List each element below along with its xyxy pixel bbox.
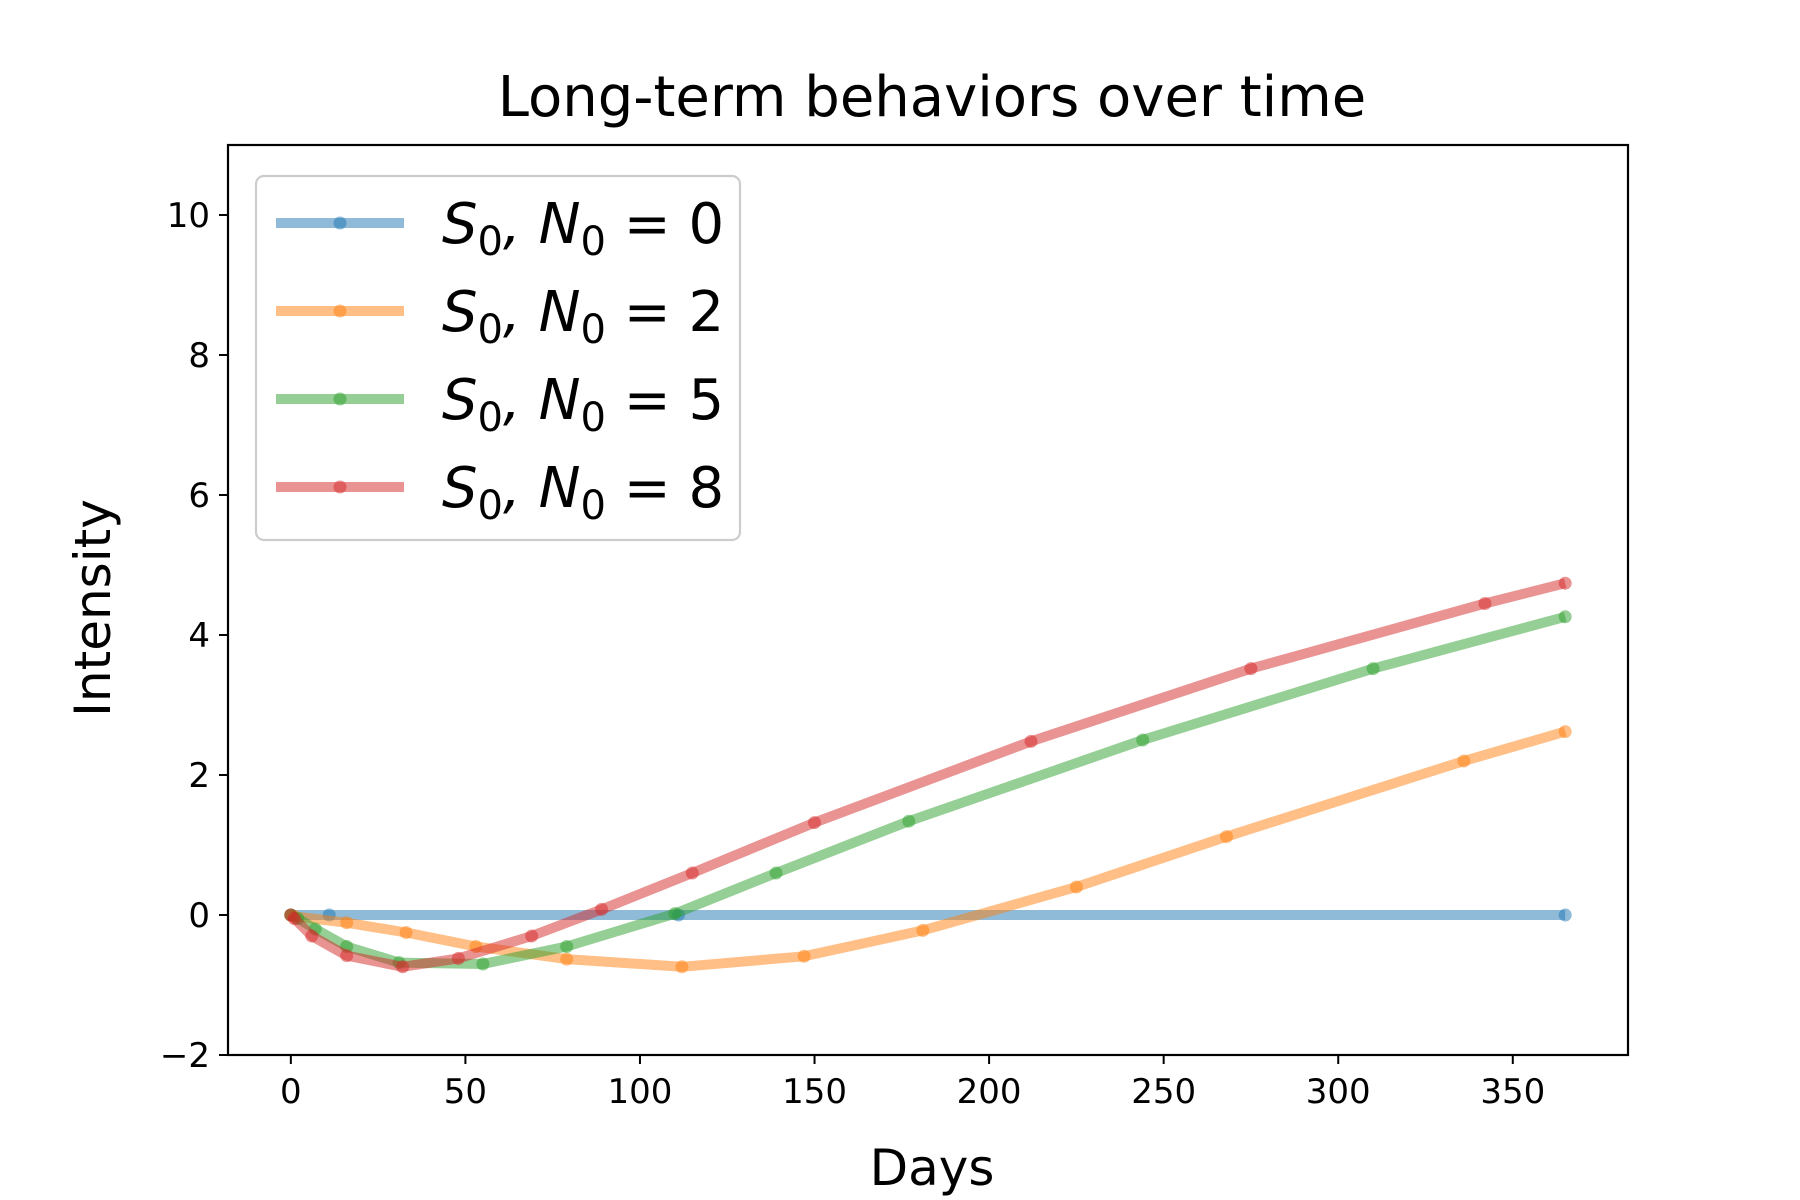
data-point-2-10	[1136, 733, 1150, 747]
x-tick-label-7: 350	[1480, 1072, 1545, 1112]
legend-label-part-1-2: , N	[503, 280, 581, 345]
data-point-2-11	[1366, 662, 1380, 676]
legend-entry-3: S0, N0 = 8	[276, 456, 724, 529]
data-point-3-6	[525, 929, 539, 943]
data-point-1-9	[1069, 880, 1083, 894]
y-tick-label-6: 10	[167, 196, 210, 236]
x-tick-label-5: 250	[1131, 1072, 1196, 1112]
legend-label-part-0-0: S	[442, 192, 478, 257]
data-point-2-5	[476, 957, 490, 971]
legend: S0, N0 = 0S0, N0 = 2S0, N0 = 5S0, N0 = 8	[254, 174, 742, 542]
legend-label-part-1-4: = 2	[606, 280, 724, 345]
legend-label-part-1-3: 0	[581, 307, 606, 353]
axes: 0 50 100 150 200 250 300 350 −2 0 2 4 6 8 10	[160, 143, 1630, 1112]
legend-label-part-1-1: 0	[478, 307, 503, 353]
legend-label-part-2-4: = 5	[606, 368, 724, 433]
plot-area	[284, 576, 1572, 974]
data-point-3-11	[1244, 662, 1258, 676]
data-point-0-3	[1558, 908, 1572, 922]
data-point-2-8	[769, 866, 783, 880]
data-point-1-10	[1220, 830, 1233, 844]
legend-entry-1: S0, N0 = 2	[276, 280, 724, 353]
legend-label-part-3-1: 0	[478, 483, 503, 529]
data-point-2-12	[1558, 610, 1572, 624]
x-axis-title: Days	[870, 1139, 995, 1197]
data-point-3-5	[451, 951, 465, 965]
legend-label-part-1-0: S	[442, 280, 478, 345]
y-tick-label-1: 0	[188, 896, 210, 936]
x-tick-label-4: 200	[957, 1072, 1022, 1112]
legend-label-3: S0, N0 = 8	[442, 456, 724, 529]
data-point-2-6	[560, 940, 574, 953]
legend-marker-2	[333, 392, 347, 406]
legend-label-part-0-4: = 0	[606, 192, 724, 257]
axes-frame	[226, 143, 1630, 1057]
legend-box	[254, 174, 742, 542]
y-tick-label-3: 4	[188, 616, 210, 656]
legend-marker-0	[333, 216, 347, 230]
chart-title: Long-term behaviors over time	[498, 65, 1367, 130]
data-point-3-12	[1478, 597, 1492, 610]
data-point-3-10	[1024, 734, 1038, 748]
legend-label-part-3-0: S	[442, 456, 478, 521]
data-point-1-11	[1457, 754, 1471, 768]
legend-label-part-2-2: , N	[503, 368, 581, 433]
data-point-1-7	[797, 949, 811, 963]
legend-label-1: S0, N0 = 2	[442, 280, 724, 353]
legend-label-part-2-3: 0	[581, 395, 606, 441]
legend-label-part-2-1: 0	[478, 395, 503, 441]
y-axis-title: Intensity	[64, 499, 122, 717]
data-point-3-13	[1558, 576, 1572, 590]
x-tick-label-3: 150	[782, 1072, 847, 1112]
data-point-3-4	[396, 960, 410, 974]
series-3	[284, 576, 1572, 974]
legend-label-part-0-1: 0	[478, 219, 503, 265]
data-point-1-6	[675, 960, 689, 974]
data-point-3-1	[287, 912, 301, 925]
legend-entry-2: S0, N0 = 5	[276, 368, 724, 441]
data-point-1-12	[1558, 725, 1572, 739]
series-line-3	[287, 578, 1567, 972]
y-tick-label-4: 6	[188, 476, 210, 516]
legend-label-part-3-3: 0	[581, 483, 606, 529]
data-point-3-7	[595, 902, 609, 916]
x-tick-label-2: 100	[608, 1072, 673, 1112]
legend-label-part-0-3: 0	[581, 219, 606, 265]
legend-label-part-0-2: , N	[503, 192, 581, 257]
data-point-1-3	[399, 926, 413, 939]
y-tick-label-5: 8	[188, 336, 210, 376]
legend-label-part-2-0: S	[442, 368, 478, 433]
x-tick-label-1: 50	[444, 1072, 487, 1112]
y-tick-label-0: −2	[160, 1036, 210, 1076]
data-point-3-3	[340, 949, 354, 963]
legend-label-part-3-4: = 8	[606, 456, 724, 521]
data-point-2-7	[668, 907, 682, 921]
legend-entry-0: S0, N0 = 0	[276, 192, 724, 265]
data-point-3-2	[305, 929, 319, 943]
legend-label-0: S0, N0 = 0	[442, 192, 724, 265]
legend-marker-3	[333, 480, 347, 494]
legend-marker-1	[333, 304, 347, 318]
data-point-3-9	[808, 816, 821, 830]
x-tick-label-0: 0	[280, 1072, 302, 1112]
series-0	[284, 908, 1572, 922]
data-point-2-9	[902, 814, 916, 828]
legend-label-part-3-2: , N	[503, 456, 581, 521]
y-tick-label-2: 2	[188, 756, 210, 796]
data-point-1-2	[340, 916, 354, 930]
legend-label-2: S0, N0 = 5	[442, 368, 724, 441]
data-point-1-8	[916, 923, 930, 937]
data-point-3-8	[685, 866, 699, 880]
data-point-1-5	[560, 952, 574, 966]
x-tick-label-6: 300	[1306, 1072, 1371, 1112]
